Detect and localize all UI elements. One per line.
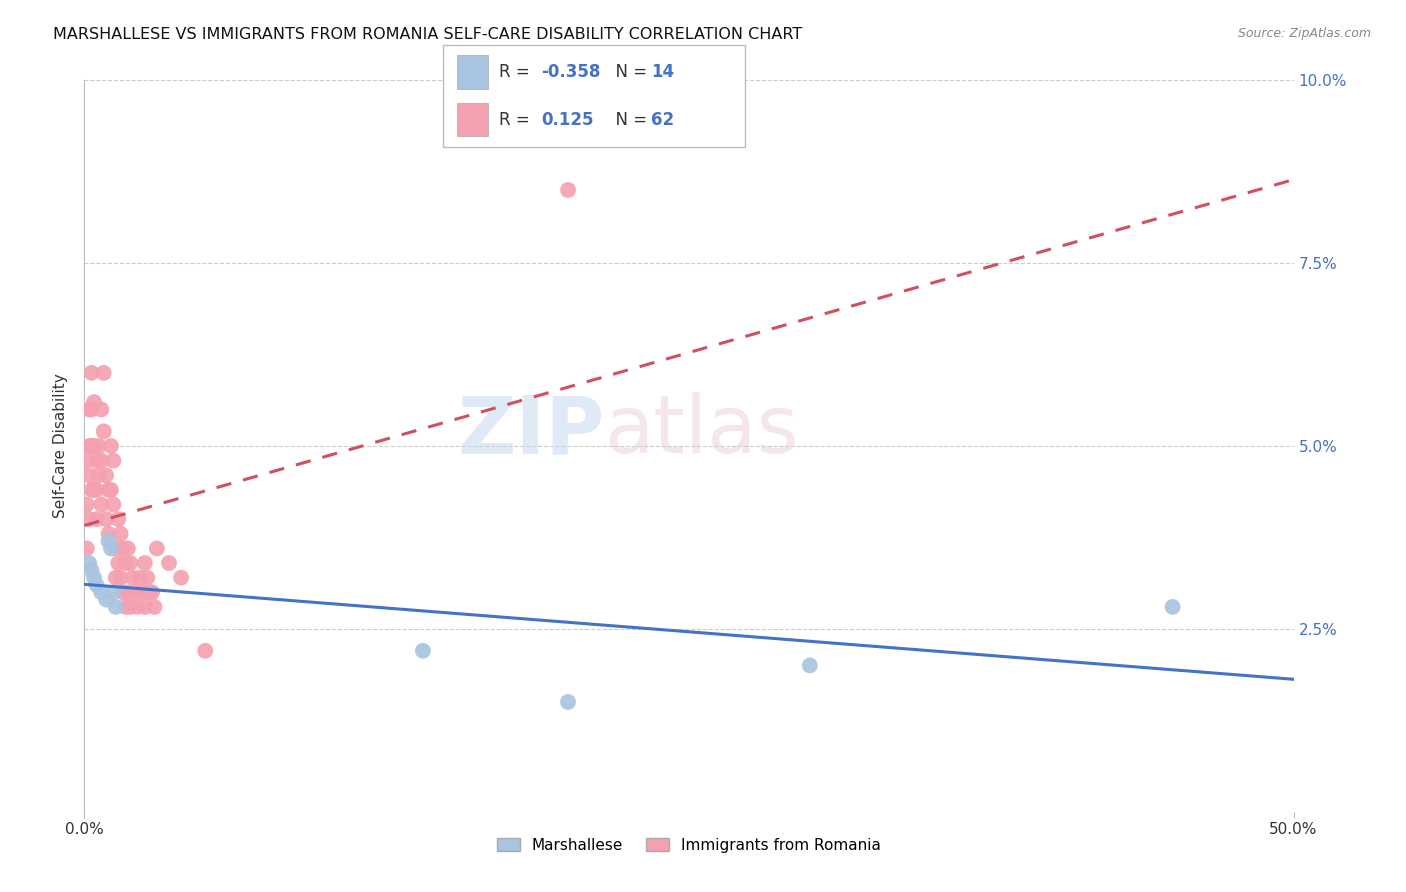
Point xyxy=(93,425,115,439)
Y-axis label: Self-Care Disability: Self-Care Disability xyxy=(53,374,69,518)
Text: R =: R = xyxy=(499,63,536,81)
Text: 14: 14 xyxy=(651,63,673,81)
Point xyxy=(100,439,122,453)
Point xyxy=(1161,599,1184,614)
Point xyxy=(90,498,112,512)
Text: 0.125: 0.125 xyxy=(541,111,593,128)
Point xyxy=(557,695,579,709)
Text: N =: N = xyxy=(605,111,652,128)
Point xyxy=(83,439,105,453)
Point xyxy=(76,541,98,556)
Point xyxy=(103,498,125,512)
Point xyxy=(146,541,169,556)
Point xyxy=(112,541,135,556)
Point xyxy=(120,556,142,570)
Text: MARSHALLESE VS IMMIGRANTS FROM ROMANIA SELF-CARE DISABILITY CORRELATION CHART: MARSHALLESE VS IMMIGRANTS FROM ROMANIA S… xyxy=(53,27,803,42)
Text: 62: 62 xyxy=(651,111,673,128)
Point xyxy=(127,599,149,614)
Point xyxy=(136,571,159,585)
Point xyxy=(557,183,579,197)
Point xyxy=(100,483,122,497)
Point xyxy=(76,453,98,467)
Point xyxy=(83,571,105,585)
Point xyxy=(104,541,127,556)
Point xyxy=(412,644,434,658)
Point xyxy=(77,468,100,483)
Point xyxy=(77,556,100,570)
Point xyxy=(80,483,103,497)
Point xyxy=(97,534,120,549)
Point xyxy=(104,571,127,585)
Point xyxy=(129,571,152,585)
Point xyxy=(157,556,180,570)
Point xyxy=(110,526,132,541)
Point xyxy=(80,366,103,380)
Text: -0.358: -0.358 xyxy=(541,63,600,81)
Point xyxy=(76,498,98,512)
Point xyxy=(124,585,146,599)
Point xyxy=(93,366,115,380)
Point xyxy=(138,585,160,599)
Point xyxy=(77,512,100,526)
Point xyxy=(90,585,112,599)
Point xyxy=(170,571,193,585)
Point xyxy=(77,439,100,453)
Point xyxy=(94,512,117,526)
Point xyxy=(103,453,125,467)
Point xyxy=(80,439,103,453)
Text: atlas: atlas xyxy=(605,392,799,470)
Point xyxy=(80,402,103,417)
Text: N =: N = xyxy=(605,63,652,81)
Point xyxy=(100,541,122,556)
Text: ZIP: ZIP xyxy=(457,392,605,470)
Point xyxy=(87,439,110,453)
Point xyxy=(87,468,110,483)
Point xyxy=(134,599,156,614)
Point xyxy=(94,592,117,607)
Point xyxy=(120,599,142,614)
Point xyxy=(107,512,129,526)
Point xyxy=(83,395,105,409)
Point xyxy=(90,402,112,417)
Point xyxy=(141,585,163,599)
Point xyxy=(114,599,136,614)
Point xyxy=(131,585,153,599)
Point xyxy=(86,512,108,526)
Point xyxy=(97,483,120,497)
Point xyxy=(94,468,117,483)
Point xyxy=(86,483,108,497)
Point xyxy=(117,585,139,599)
Point xyxy=(114,556,136,570)
Text: Source: ZipAtlas.com: Source: ZipAtlas.com xyxy=(1237,27,1371,40)
Point xyxy=(90,453,112,467)
Point xyxy=(110,571,132,585)
Point xyxy=(77,402,100,417)
Point xyxy=(86,453,108,467)
Point xyxy=(117,541,139,556)
Point xyxy=(80,563,103,577)
Point xyxy=(799,658,821,673)
Text: R =: R = xyxy=(499,111,540,128)
Legend: Marshallese, Immigrants from Romania: Marshallese, Immigrants from Romania xyxy=(491,831,887,859)
Point xyxy=(107,556,129,570)
Point xyxy=(83,483,105,497)
Point xyxy=(194,644,217,658)
Point xyxy=(86,578,108,592)
Point xyxy=(103,585,125,599)
Point xyxy=(121,571,143,585)
Point xyxy=(134,556,156,570)
Point xyxy=(143,599,166,614)
Point xyxy=(112,585,135,599)
Point xyxy=(104,599,127,614)
Point xyxy=(97,526,120,541)
